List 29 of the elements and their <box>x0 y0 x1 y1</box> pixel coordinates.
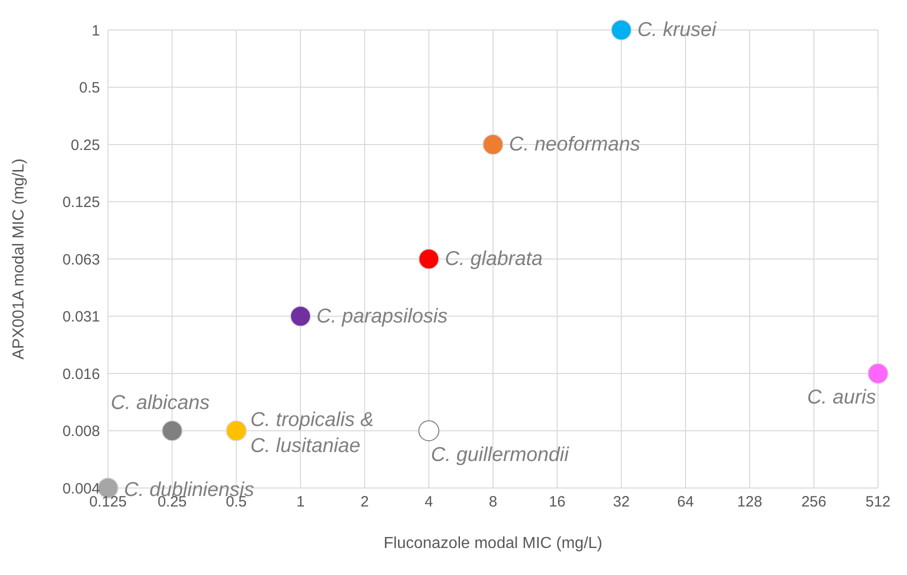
y-tick-label: 0.004 <box>62 480 100 498</box>
x-tick-label: 8 <box>488 494 498 511</box>
x-axis-title: Fluconazole modal MIC (mg/L) <box>384 535 602 552</box>
x-tick-label: 4 <box>424 494 434 511</box>
x-tick-label: 1 <box>296 494 305 511</box>
y-tick-label: 0.25 <box>70 136 100 154</box>
x-tick-label: 128 <box>737 494 762 511</box>
x-tick-label: 256 <box>801 494 826 511</box>
y-tick-label: 0.063 <box>62 251 100 268</box>
series-label: C. krusei <box>637 19 717 41</box>
x-tick-label: 2 <box>360 494 369 511</box>
series-label: C. albicans <box>110 392 210 414</box>
y-tick-label: 1 <box>92 22 100 40</box>
y-tick-label: 0.016 <box>62 366 100 383</box>
x-tick-label: 16 <box>548 494 566 511</box>
x-tick-label: 32 <box>612 494 630 511</box>
series-label: C. glabrata <box>444 248 543 270</box>
series-label: C. guillermondii <box>430 444 570 466</box>
x-tick-label: 512 <box>865 494 891 511</box>
x-tick-label: 64 <box>677 494 694 511</box>
series-label: C. tropicalis & C. lusitaniae <box>250 408 374 457</box>
series-label: C. auris <box>807 386 876 408</box>
y-tick-label: 0.008 <box>62 423 100 440</box>
y-tick-label: 0.125 <box>62 194 100 212</box>
series-label: C. parapsilosis <box>316 305 448 328</box>
y-tick-label: 0.5 <box>79 80 100 97</box>
series-label: C. neoformans <box>509 134 640 156</box>
y-axis-title: APX001A modal MIC (mg/L) <box>10 158 28 360</box>
y-tick-label: 0.031 <box>62 308 100 326</box>
